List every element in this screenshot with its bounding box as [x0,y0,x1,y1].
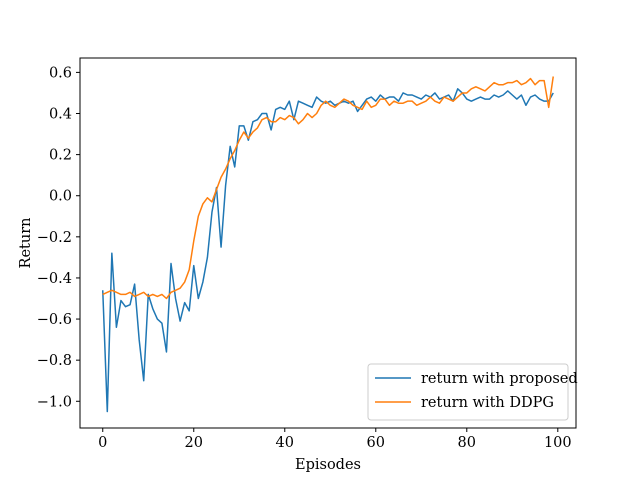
x-tick-label: 0 [98,435,107,451]
x-tick-label: 80 [458,435,476,451]
legend-box [367,363,569,421]
y-tick-label: 0.2 [49,148,72,164]
series-line-ddpg [102,76,554,300]
series-line-proposed [102,88,554,413]
series-layer [102,76,554,413]
x-axis-label: Episodes [295,457,361,473]
legend-label-proposed: return with proposed [421,371,578,387]
y-tick-label: 0.6 [49,65,72,81]
x-tick-label: 20 [185,435,203,451]
x-axis: 0 20 40 60 80 100 [98,428,572,451]
y-axis: −1.0 −0.8 −0.6 −0.4 −0.2 0.0 0.2 0.4 0.6 [37,65,80,410]
y-tick-label: −0.8 [37,353,72,369]
x-tick-label: 60 [367,435,385,451]
y-axis-label: Return [18,218,34,269]
y-tick-label: −0.4 [37,271,72,287]
legend: return with proposed return with DDPG [367,363,578,421]
y-tick-label: −1.0 [37,394,72,410]
y-tick-label: −0.2 [37,230,72,246]
plot-frame [79,57,577,429]
x-tick-label: 40 [276,435,294,451]
y-tick-label: 0.4 [49,107,72,123]
y-tick-label: −0.6 [37,312,72,328]
y-tick-label: 0.0 [49,189,72,205]
x-tick-label: 100 [544,435,572,451]
legend-label-ddpg: return with DDPG [421,395,554,411]
